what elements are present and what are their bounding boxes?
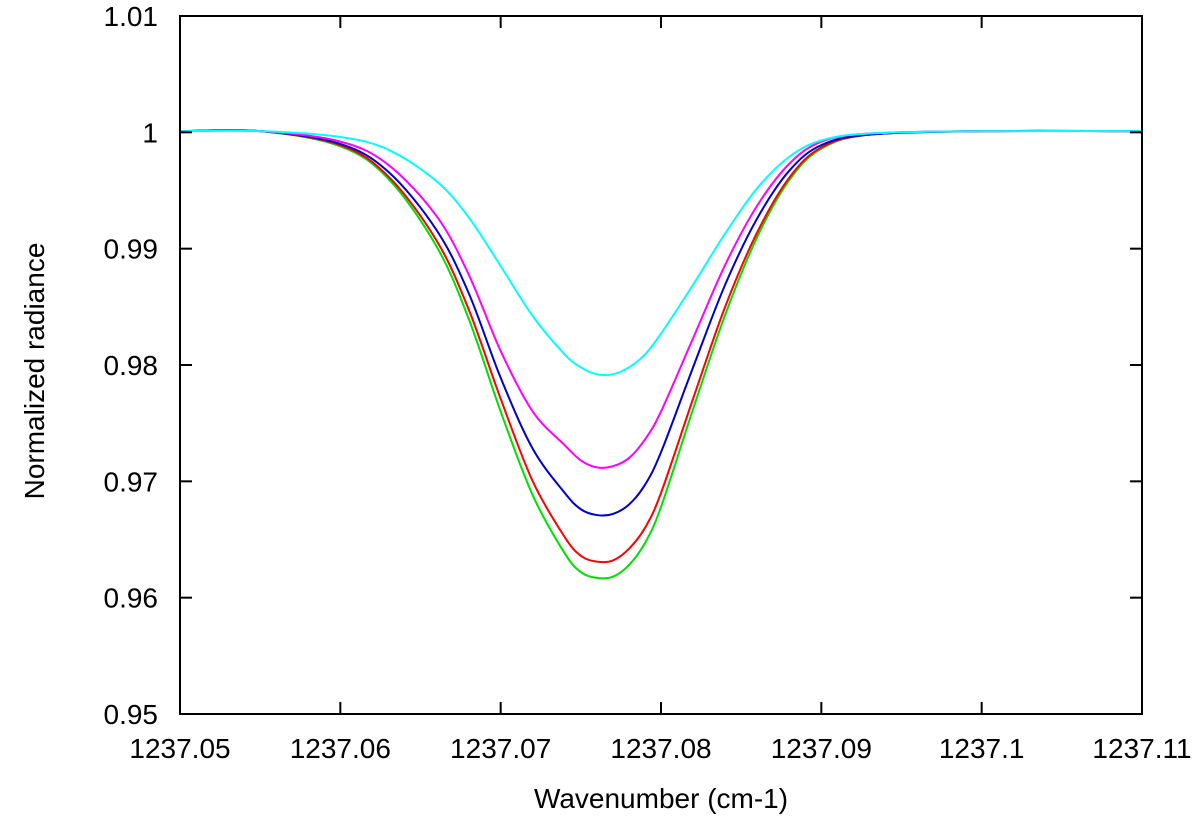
axes-layer [179, 15, 1143, 715]
series-line-4 [179, 129, 1143, 580]
x-tick-label: 1237.06 [290, 733, 391, 764]
y-tick-label: 1 [142, 117, 158, 148]
series-line-0 [179, 129, 1143, 377]
y-tick-label: 0.99 [104, 234, 159, 265]
x-tick-label: 1237.05 [129, 733, 230, 764]
y-axis-title: Normalized radiance [19, 243, 50, 500]
x-tick-label: 1237.1 [939, 733, 1025, 764]
series-layer [179, 129, 1143, 580]
series-line-2 [179, 129, 1143, 517]
x-tick-label: 1237.08 [610, 733, 711, 764]
x-tick-label: 1237.11 [1092, 733, 1191, 764]
x-tick-label: 1237.07 [450, 733, 551, 764]
plot-frame [179, 15, 1143, 715]
series-line-1 [179, 129, 1143, 469]
y-tick-label: 0.95 [104, 699, 159, 730]
ticks-layer: 1237.05 1237.06 1237.07 1237.08 1237.09 1237.… [104, 1, 1192, 764]
y-tick-label: 0.96 [104, 583, 159, 614]
x-tick-label: 1237.09 [771, 733, 872, 764]
y-tick-label: 1.01 [104, 1, 159, 32]
y-tick-label: 0.98 [104, 350, 159, 381]
series-line-3 [179, 129, 1143, 564]
y-tick-label: 0.97 [104, 466, 159, 497]
x-axis-title: Wavenumber (cm-1) [534, 783, 788, 814]
